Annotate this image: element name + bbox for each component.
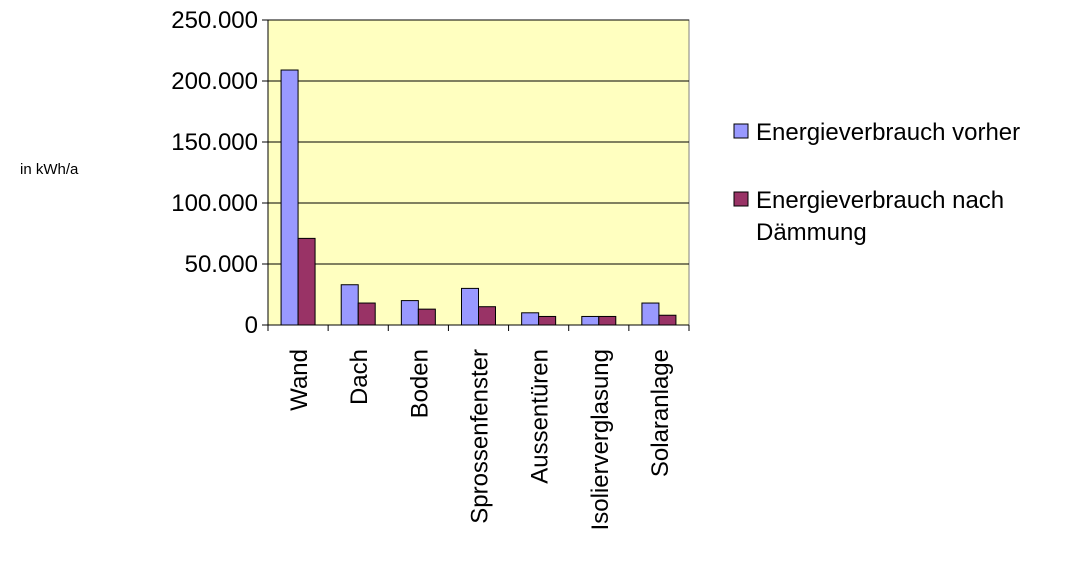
y-tick-label: 250.000 (171, 7, 258, 34)
x-category-label: Boden (406, 349, 433, 418)
x-category-label: Dach (346, 349, 373, 405)
y-tick-label: 150.000 (171, 129, 258, 156)
y-tick-label: 50.000 (185, 251, 258, 278)
legend-label: Energieverbrauch nach (756, 187, 1004, 214)
legend-swatch (733, 123, 749, 139)
bar-nach-daemmung-boden (417, 308, 436, 326)
bar-nach-daemmung-solaranlage (658, 314, 677, 326)
plot-area (267, 19, 690, 326)
plot-background (267, 19, 690, 326)
bar-nach-daemmung-aussentüren (538, 315, 557, 326)
x-category-label: Sprossenfenster (467, 349, 494, 524)
bar-nach-daemmung-dach (357, 302, 376, 326)
y-tick-label: 200.000 (171, 68, 258, 95)
x-category-label: Isolierverglasung (587, 349, 614, 530)
legend-label: Dämmung (756, 219, 867, 246)
bar-nach-daemmung-sprossenfenster (478, 306, 496, 326)
y-tick-label: 100.000 (171, 190, 258, 217)
x-category-label: Wand (286, 349, 313, 411)
bar-vorher-wand (280, 69, 299, 326)
bar-vorher-isolierverglasung (581, 315, 600, 326)
y-tick-label: 0 (245, 312, 258, 339)
y-axis: 0 50.000 100.000 150.000 200.000 250.000 (171, 7, 269, 339)
bar-nach-daemmung-wand (297, 237, 316, 326)
bar-vorher-dach (340, 284, 359, 326)
bar-nach-daemmung-isolierverglasung (598, 315, 617, 326)
y-axis-label: in kWh/a (20, 161, 79, 178)
bar-vorher-aussentüren (521, 312, 540, 326)
bar-vorher-sprossenfenster (461, 287, 479, 326)
x-category-label: Aussentüren (527, 349, 554, 484)
x-axis: Wand Dach Boden Sprossenfenster Aussentüren I… (267, 324, 690, 530)
legend-label: Energieverbrauch vorher (756, 119, 1020, 146)
bar-vorher-solaranlage (641, 302, 660, 326)
x-category-label: Solaranlage (647, 349, 674, 477)
legend: Energieverbrauch vorher Energieverbrauch … (733, 119, 1020, 246)
legend-swatch (733, 191, 749, 207)
bar-vorher-boden (400, 300, 419, 326)
